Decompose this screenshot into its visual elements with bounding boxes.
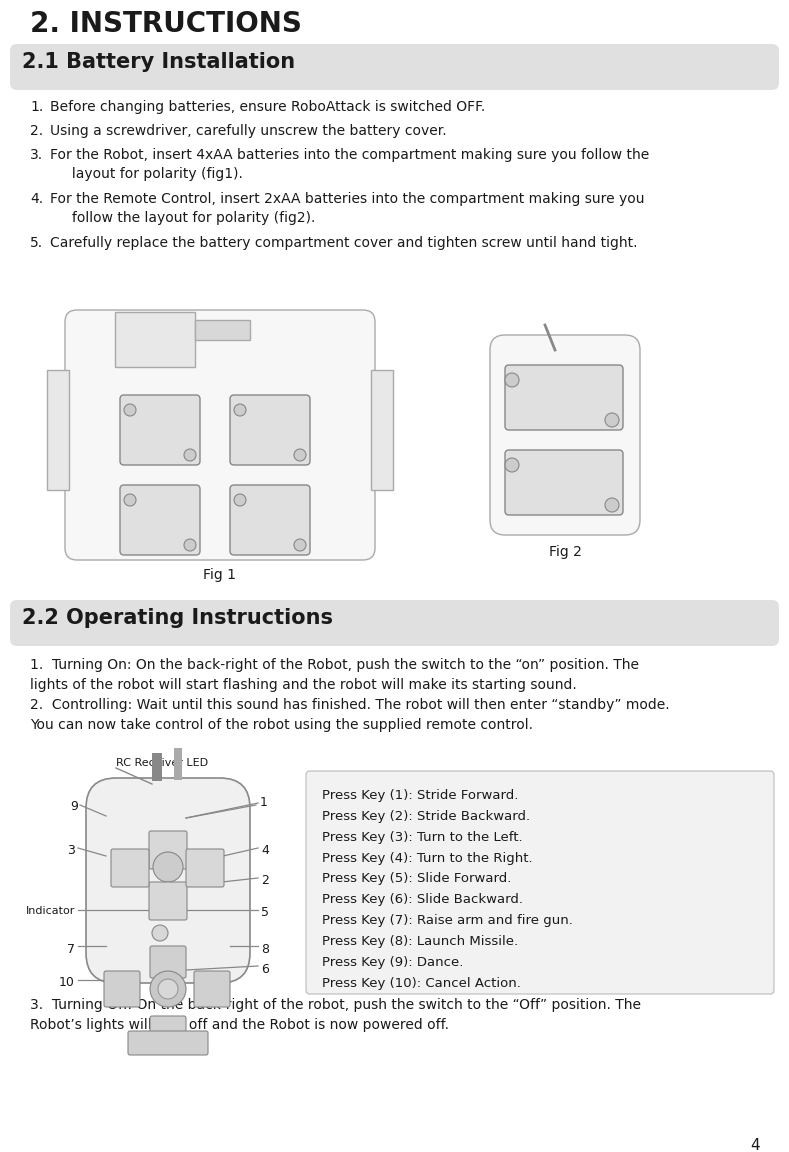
Text: F: F (209, 982, 215, 991)
Text: +: + (180, 400, 189, 410)
Circle shape (294, 539, 306, 551)
Circle shape (184, 539, 196, 551)
Text: 6: 6 (261, 963, 269, 976)
Circle shape (158, 979, 178, 999)
Text: 1: 1 (260, 796, 268, 809)
FancyBboxPatch shape (306, 771, 774, 994)
FancyBboxPatch shape (490, 335, 640, 535)
Text: Press Key (8): Launch Missile.: Press Key (8): Launch Missile. (322, 935, 518, 948)
Text: 2: 2 (261, 874, 269, 887)
FancyBboxPatch shape (230, 485, 310, 555)
FancyBboxPatch shape (505, 450, 623, 515)
Circle shape (150, 971, 186, 1007)
Text: −: − (505, 410, 515, 423)
FancyBboxPatch shape (194, 971, 230, 1007)
Bar (371, 370, 393, 490)
Text: −: − (235, 445, 245, 455)
Text: +: + (600, 370, 611, 382)
Text: Using a screwdriver, carefully unscrew the battery cover.: Using a screwdriver, carefully unscrew t… (50, 124, 447, 138)
Text: 8: 8 (261, 943, 269, 956)
Text: Fig 2: Fig 2 (548, 545, 581, 559)
Text: −: − (125, 535, 134, 545)
Circle shape (605, 498, 619, 511)
Text: +: + (600, 455, 611, 468)
Text: For the Robot, insert 4xAA batteries into the compartment making sure you follow: For the Robot, insert 4xAA batteries int… (50, 147, 649, 181)
Text: Press Key (5): Slide Forward.: Press Key (5): Slide Forward. (322, 872, 511, 886)
Text: 5: 5 (261, 905, 269, 919)
Circle shape (505, 373, 519, 387)
Text: 4: 4 (261, 844, 269, 857)
Text: Indicator: Indicator (25, 905, 75, 916)
Circle shape (605, 414, 619, 427)
Text: 3.: 3. (30, 147, 43, 162)
Text: Before changing batteries, ensure RoboAttack is switched OFF.: Before changing batteries, ensure RoboAt… (50, 100, 485, 114)
Text: 4: 4 (750, 1138, 760, 1152)
Text: 3: 3 (67, 844, 75, 857)
Text: 10: 10 (59, 976, 75, 990)
Text: −: − (125, 445, 134, 455)
FancyBboxPatch shape (120, 395, 200, 465)
Circle shape (124, 404, 136, 416)
Text: Fig 1: Fig 1 (204, 568, 237, 582)
Text: 7: 7 (67, 943, 75, 956)
Text: 4.: 4. (30, 192, 43, 206)
FancyBboxPatch shape (10, 44, 779, 90)
Text: Press Key (1): Stride Forward.: Press Key (1): Stride Forward. (322, 789, 518, 802)
Bar (195, 320, 250, 340)
Circle shape (294, 449, 306, 461)
Text: For the Remote Control, insert 2xAA batteries into the compartment making sure y: For the Remote Control, insert 2xAA batt… (50, 192, 645, 225)
Circle shape (234, 404, 246, 416)
Text: 5.: 5. (30, 236, 43, 250)
FancyBboxPatch shape (186, 849, 224, 887)
FancyBboxPatch shape (128, 1031, 208, 1055)
Text: Press Key (6): Slide Backward.: Press Key (6): Slide Backward. (322, 893, 523, 907)
FancyBboxPatch shape (230, 395, 310, 465)
Text: 2.  Controlling: Wait until this sound has finished. The robot will then enter “: 2. Controlling: Wait until this sound ha… (30, 698, 670, 732)
Text: +: + (290, 400, 299, 410)
Bar (152, 753, 162, 781)
Text: 9: 9 (70, 799, 78, 813)
Text: −: − (505, 495, 515, 508)
Bar (115, 312, 195, 367)
Text: Carefully replace the battery compartment cover and tighten screw until hand tig: Carefully replace the battery compartmen… (50, 236, 638, 250)
FancyBboxPatch shape (111, 849, 149, 887)
Circle shape (152, 925, 168, 941)
Circle shape (153, 852, 183, 882)
Text: 1.: 1. (30, 100, 43, 114)
Text: 2.1 Battery Installation: 2.1 Battery Installation (22, 52, 295, 71)
Circle shape (234, 494, 246, 506)
Bar (174, 748, 182, 780)
Text: +: + (180, 490, 189, 500)
Bar (47, 370, 69, 490)
FancyBboxPatch shape (86, 778, 250, 983)
Text: 3.  Turning Off: On the back-right of the robot, push the switch to the “Off” po: 3. Turning Off: On the back-right of the… (30, 998, 641, 1031)
Text: 2.: 2. (30, 124, 43, 138)
Text: S: S (119, 982, 125, 991)
FancyBboxPatch shape (10, 600, 779, 646)
Text: −: − (235, 535, 245, 545)
Text: 1.  Turning On: On the back-right of the Robot, push the switch to the “on” posi: 1. Turning On: On the back-right of the … (30, 658, 639, 691)
Text: Press Key (2): Stride Backward.: Press Key (2): Stride Backward. (322, 810, 530, 823)
FancyBboxPatch shape (505, 365, 623, 430)
FancyBboxPatch shape (150, 1016, 186, 1043)
Text: Press Key (9): Dance.: Press Key (9): Dance. (322, 956, 463, 969)
Circle shape (124, 494, 136, 506)
Circle shape (505, 458, 519, 472)
FancyBboxPatch shape (149, 831, 187, 869)
Circle shape (184, 449, 196, 461)
Text: 2.2 Operating Instructions: 2.2 Operating Instructions (22, 608, 333, 628)
FancyBboxPatch shape (104, 971, 140, 1007)
Text: D: D (164, 859, 172, 869)
Text: 2. INSTRUCTIONS: 2. INSTRUCTIONS (30, 10, 302, 38)
Text: +: + (290, 490, 299, 500)
Text: RC Receiver LED: RC Receiver LED (116, 758, 208, 768)
Text: Press Key (3): Turn to the Left.: Press Key (3): Turn to the Left. (322, 831, 522, 843)
FancyBboxPatch shape (150, 946, 186, 978)
FancyBboxPatch shape (149, 882, 187, 920)
Text: Press Key (4): Turn to the Right.: Press Key (4): Turn to the Right. (322, 851, 533, 865)
Text: Press Key (10): Cancel Action.: Press Key (10): Cancel Action. (322, 977, 521, 990)
FancyBboxPatch shape (120, 485, 200, 555)
FancyBboxPatch shape (65, 310, 375, 560)
Text: Press Key (7): Raise arm and fire gun.: Press Key (7): Raise arm and fire gun. (322, 915, 573, 927)
